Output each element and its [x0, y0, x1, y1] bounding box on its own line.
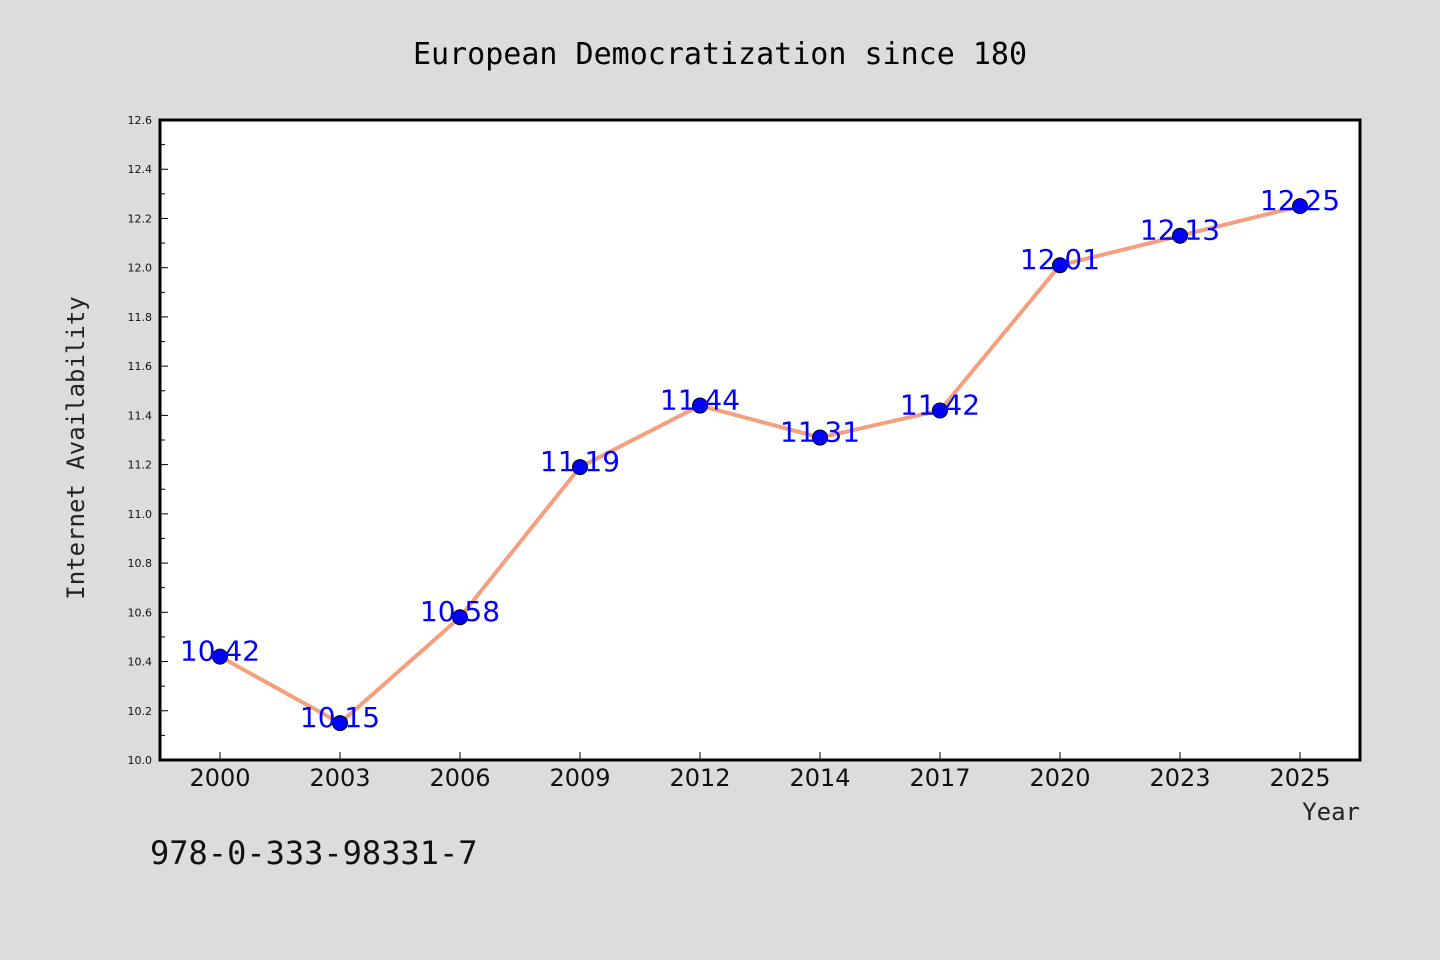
data-label: 12.13: [1140, 214, 1220, 247]
data-point: [932, 402, 948, 419]
x-tick-label: 2023: [1149, 764, 1210, 792]
data-label: 10.58: [420, 595, 500, 628]
data-label: 11.19: [540, 445, 620, 478]
x-axis-ticks: 2000 2003 2006 2009 2012 2014 2017 2020 2023 2025: [189, 752, 1331, 792]
data-point: [1292, 198, 1308, 215]
y-axis-label: Internet Availability: [62, 296, 90, 599]
data-labels: 10.42 10.15 10.58 11.19 11.44 11.31 11.42 12.01…: [180, 184, 1340, 734]
data-point: [1052, 257, 1068, 274]
data-label: 10.42: [180, 635, 260, 668]
x-tick-label: 2012: [669, 764, 730, 792]
series-line: [219, 204, 1301, 726]
y-tick-label: 12.4: [128, 163, 153, 176]
data-label: 11.31: [780, 416, 860, 449]
x-tick-label: 2017: [909, 764, 970, 792]
y-tick-label: 11.8: [128, 311, 153, 324]
data-point: [572, 459, 588, 476]
y-tick-label: 10.0: [128, 754, 153, 767]
plot-frame: [158, 118, 1362, 762]
x-tick-label: 2000: [189, 764, 250, 792]
x-axis-label: Year: [1302, 798, 1360, 826]
plot-area: [160, 120, 1360, 760]
data-point: [212, 648, 228, 665]
y-tick-label: 10.6: [128, 606, 153, 619]
data-point: [452, 609, 468, 626]
x-tick-label: 2003: [309, 764, 370, 792]
data-label: 11.44: [660, 384, 740, 417]
y-tick-label: 12.6: [128, 114, 153, 127]
y-tick-label: 11.2: [128, 459, 153, 472]
y-tick-label: 11.0: [128, 508, 153, 521]
data-label: 12.01: [1020, 243, 1100, 276]
data-label: 12.25: [1260, 184, 1340, 217]
data-point: [1172, 227, 1188, 244]
y-axis-ticks: 10.0 10.2 10.4 10.6 10.8 11.0 11.2 11.4 11.6 11.8…: [128, 114, 168, 767]
x-tick-label: 2009: [549, 764, 610, 792]
chart-title: European Democratization since 180: [413, 37, 1027, 72]
data-label: 10.15: [300, 701, 380, 734]
x-tick-label: 2025: [1269, 764, 1330, 792]
isbn-annotation: 978-0-333-98331-7: [150, 834, 478, 872]
x-tick-label: 2014: [789, 764, 850, 792]
data-point: [332, 715, 348, 732]
data-label: 11.42: [900, 388, 980, 421]
y-tick-label: 10.2: [128, 705, 153, 718]
series-layer: [212, 198, 1308, 732]
x-tick-label: 2006: [429, 764, 490, 792]
data-point: [692, 397, 708, 414]
y-tick-label: 10.4: [128, 656, 153, 669]
y-tick-label: 11.6: [128, 360, 153, 373]
y-tick-label: 12.2: [128, 212, 153, 225]
data-point: [812, 429, 828, 446]
y-tick-label: 11.4: [128, 409, 153, 422]
x-tick-label: 2020: [1029, 764, 1090, 792]
y-tick-label: 12.0: [128, 262, 153, 275]
y-tick-label: 10.8: [128, 557, 153, 570]
